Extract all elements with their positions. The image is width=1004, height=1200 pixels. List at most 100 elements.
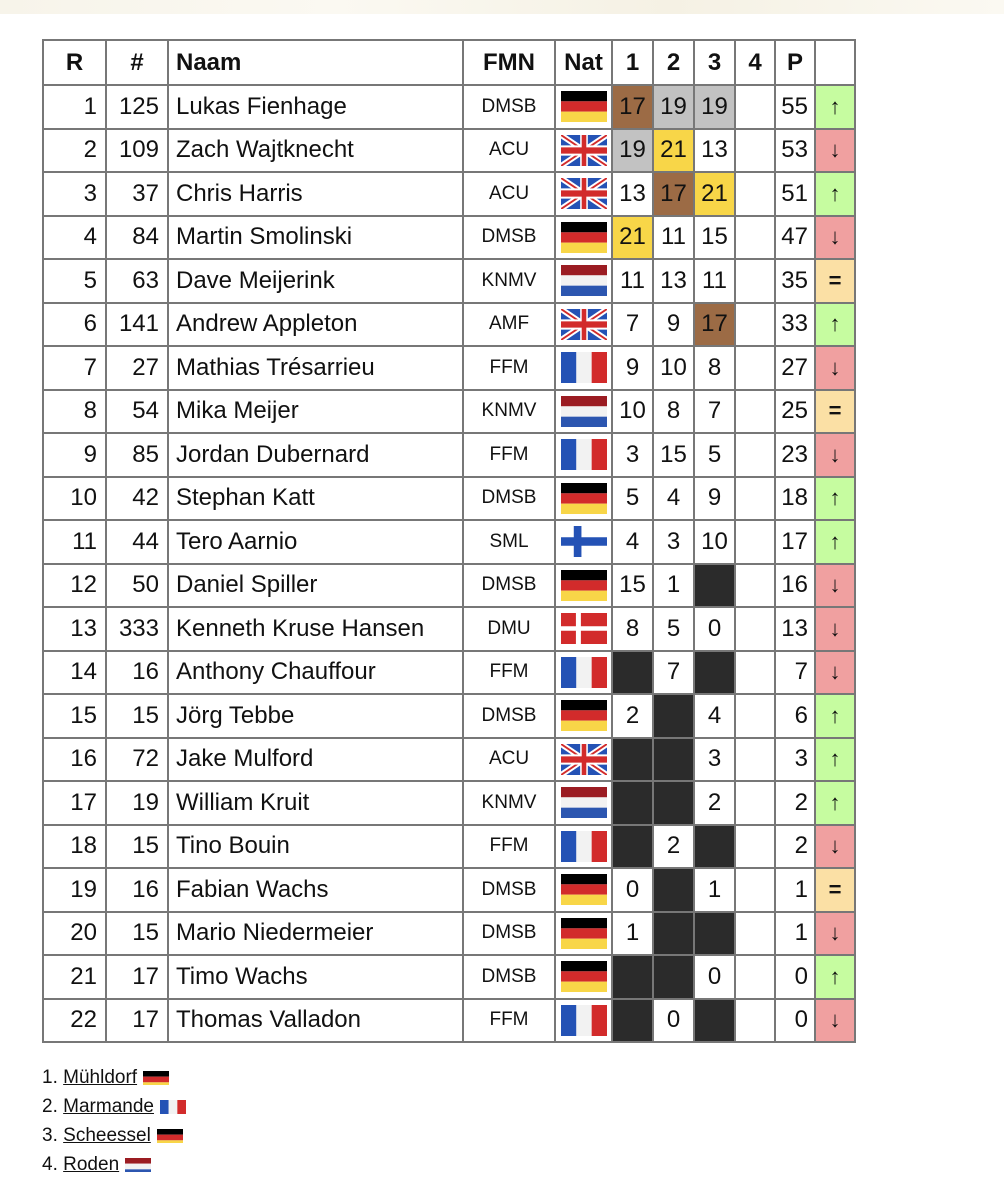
table-row: 10 42 Stephan Katt DMSB 5 4 9 18 ↑ <box>42 475 856 521</box>
col-race-4[interactable]: 4 <box>734 39 776 86</box>
col-fmn[interactable]: FMN <box>462 39 556 86</box>
federation: DMSB <box>462 954 556 1000</box>
rider-name: Tero Aarnio <box>167 519 464 565</box>
flag-fr-icon <box>560 352 607 384</box>
col-rank[interactable]: R <box>42 39 107 86</box>
rider-name: Dave Meijerink <box>167 258 464 304</box>
race-2-points: 4 <box>652 475 695 521</box>
race-1-points: 0 <box>611 867 654 913</box>
race-4-points <box>734 997 776 1043</box>
col-race-1[interactable]: 1 <box>611 39 654 86</box>
page-header-background <box>0 0 1004 14</box>
federation: KNMV <box>462 258 556 304</box>
race-3-points: 0 <box>693 954 736 1000</box>
nationality <box>554 997 613 1043</box>
legend-item: 3. Scheessel <box>42 1121 186 1150</box>
rider-number: 54 <box>105 388 169 434</box>
trend-down-icon: ↓ <box>814 649 856 695</box>
trend-down-icon: ↓ <box>814 910 856 956</box>
rider-name: Andrew Appleton <box>167 301 464 347</box>
rider-name: Stephan Katt <box>167 475 464 521</box>
total-points: 27 <box>774 345 816 391</box>
race-3-points: 7 <box>693 388 736 434</box>
rank: 3 <box>42 171 107 217</box>
trend-same-icon: = <box>814 388 856 434</box>
trend-up-icon: ↑ <box>814 475 856 521</box>
trend-up-icon: ↑ <box>814 519 856 565</box>
race-2-points <box>652 954 695 1000</box>
rider-number: 17 <box>105 954 169 1000</box>
rider-number: 15 <box>105 693 169 739</box>
rank: 10 <box>42 475 107 521</box>
race-1-points: 15 <box>611 562 654 608</box>
rider-number: 16 <box>105 649 169 695</box>
col-race-2[interactable]: 2 <box>652 39 695 86</box>
table-row: 3 37 Chris Harris ACU 13 17 21 51 ↑ <box>42 171 856 217</box>
total-points: 55 <box>774 84 816 130</box>
flag-fi-icon <box>560 526 607 558</box>
table-row: 4 84 Martin Smolinski DMSB 21 11 15 47 ↓ <box>42 214 856 260</box>
col-number[interactable]: # <box>105 39 169 86</box>
race-3-points: 3 <box>693 736 736 782</box>
race-2-points: 7 <box>652 649 695 695</box>
table-row: 9 85 Jordan Dubernard FFM 3 15 5 23 ↓ <box>42 432 856 478</box>
rank: 7 <box>42 345 107 391</box>
race-2-points <box>652 867 695 913</box>
race-4-points <box>734 432 776 478</box>
federation: DMSB <box>462 562 556 608</box>
race-4-points <box>734 345 776 391</box>
rider-name: Martin Smolinski <box>167 214 464 260</box>
trend-up-icon: ↑ <box>814 171 856 217</box>
nationality <box>554 562 613 608</box>
race-3-points: 2 <box>693 780 736 826</box>
flag-nl-icon <box>560 265 607 297</box>
flag-de-icon <box>560 569 607 601</box>
federation: ACU <box>462 127 556 173</box>
total-points: 6 <box>774 693 816 739</box>
total-points: 1 <box>774 867 816 913</box>
race-4-points <box>734 693 776 739</box>
col-points[interactable]: P <box>774 39 816 86</box>
race-2-points: 15 <box>652 432 695 478</box>
rider-number: 109 <box>105 127 169 173</box>
nationality <box>554 823 613 869</box>
race-4-points <box>734 388 776 434</box>
venue-link[interactable]: Scheessel <box>63 1125 151 1146</box>
rider-number: 37 <box>105 171 169 217</box>
venue-link[interactable]: Marmande <box>63 1096 154 1117</box>
race-3-points <box>693 997 736 1043</box>
rider-name: Lukas Fienhage <box>167 84 464 130</box>
trend-same-icon: = <box>814 258 856 304</box>
federation: DMSB <box>462 867 556 913</box>
race-1-points: 13 <box>611 171 654 217</box>
race-2-points <box>652 780 695 826</box>
race-3-points <box>693 823 736 869</box>
race-4-points <box>734 649 776 695</box>
total-points: 17 <box>774 519 816 565</box>
total-points: 35 <box>774 258 816 304</box>
race-2-points: 2 <box>652 823 695 869</box>
col-race-3[interactable]: 3 <box>693 39 736 86</box>
total-points: 33 <box>774 301 816 347</box>
nationality <box>554 214 613 260</box>
rank: 6 <box>42 301 107 347</box>
rider-number: 333 <box>105 606 169 652</box>
col-nat[interactable]: Nat <box>554 39 613 86</box>
rank: 15 <box>42 693 107 739</box>
federation: DMSB <box>462 693 556 739</box>
venue-link[interactable]: Mühldorf <box>63 1067 138 1088</box>
federation: DMU <box>462 606 556 652</box>
race-1-points: 21 <box>611 214 654 260</box>
total-points: 2 <box>774 823 816 869</box>
col-name[interactable]: Naam <box>167 39 464 86</box>
race-1-points: 11 <box>611 258 654 304</box>
rider-name: Jake Mulford <box>167 736 464 782</box>
table-row: 7 27 Mathias Trésarrieu FFM 9 10 8 27 ↓ <box>42 345 856 391</box>
flag-fr-icon <box>560 656 607 688</box>
rank: 4 <box>42 214 107 260</box>
venue-link[interactable]: Roden <box>63 1154 120 1175</box>
rank: 19 <box>42 867 107 913</box>
